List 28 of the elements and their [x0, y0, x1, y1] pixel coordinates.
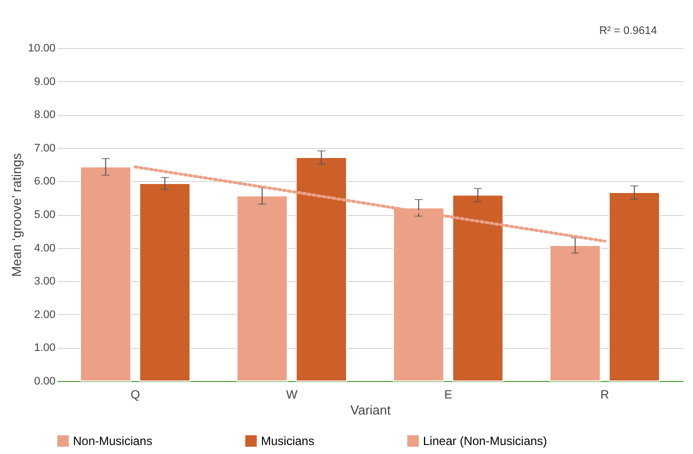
y-tick-label: 7.00: [34, 142, 56, 154]
y-tick-label: 1.00: [34, 342, 56, 354]
x-tick-label: Q: [130, 388, 140, 402]
x-tick-label: W: [286, 388, 298, 402]
bar: [236, 195, 288, 382]
y-tick-label: 3.00: [34, 276, 56, 288]
y-tick-label: 6.00: [34, 176, 56, 188]
y-tick-label: 10.00: [28, 42, 56, 54]
y-tick-label: 8.00: [34, 109, 56, 122]
bar: [296, 157, 348, 382]
y-tick-label: 2.00: [34, 308, 56, 321]
legend-label: Non-Musicians: [73, 434, 152, 448]
y-tick-label: 9.00: [34, 76, 56, 88]
bar: [452, 194, 504, 382]
legend-label: Musicians: [261, 434, 314, 448]
y-tick-label: 4.00: [34, 242, 56, 254]
y-tick-label: 5.00: [34, 209, 56, 221]
bar: [549, 244, 601, 382]
x-axis-title: Variant: [350, 402, 391, 418]
x-tick-label: E: [444, 388, 452, 402]
y-axis-title: Mean ‘groove’ ratings: [8, 152, 24, 277]
text: R² = 0.9614: [599, 25, 657, 37]
y-tick-label: 0.00: [34, 376, 56, 388]
x-tick-label: R: [600, 388, 610, 402]
bar: [608, 192, 660, 382]
bar: [139, 183, 191, 382]
legend-label: Linear (Non-Musicians): [423, 434, 548, 448]
bar: [80, 166, 132, 382]
